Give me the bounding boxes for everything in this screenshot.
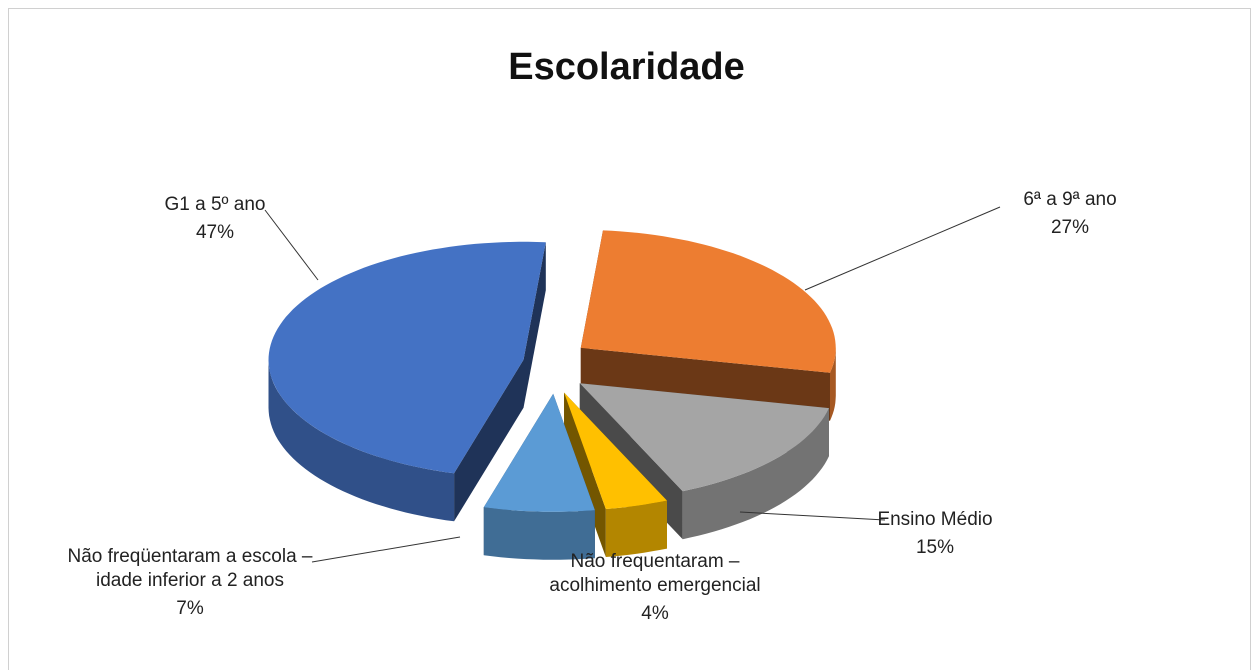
data-label-name: 6ª a 9ª ano bbox=[1023, 189, 1117, 210]
leader-line bbox=[804, 206, 1001, 291]
slice bbox=[483, 393, 595, 512]
data-label-value: 7% bbox=[176, 598, 204, 619]
data-label-value: 27% bbox=[1050, 217, 1090, 238]
leader-line bbox=[264, 209, 319, 281]
slice-wall bbox=[523, 242, 546, 408]
slice-side bbox=[605, 500, 667, 557]
slice bbox=[268, 241, 546, 522]
leader-line bbox=[311, 536, 461, 563]
slice bbox=[580, 230, 836, 373]
data-label-name: Não freqüentaram a escola – idade inferi… bbox=[67, 546, 313, 591]
chart-frame bbox=[8, 8, 1251, 670]
data-label-value: 47% bbox=[195, 222, 235, 243]
data-label-value: 4% bbox=[641, 603, 669, 624]
slice-side bbox=[268, 359, 455, 522]
slice-wall bbox=[454, 359, 524, 522]
slice bbox=[579, 383, 829, 492]
slice bbox=[483, 393, 595, 560]
slice bbox=[268, 241, 546, 474]
data-label-value: 15% bbox=[915, 537, 955, 558]
slice-side bbox=[830, 347, 836, 421]
data-label-name: Ensino Médio bbox=[877, 509, 993, 530]
data-label-name: G1 a 5º ano bbox=[164, 194, 266, 215]
slice bbox=[564, 392, 667, 557]
slice-wall bbox=[564, 392, 606, 557]
data-label-name: Não frequentaram – acolhimento emergenci… bbox=[549, 551, 761, 596]
slice-side bbox=[682, 408, 829, 540]
chart-title: Escolaridade bbox=[508, 46, 745, 88]
leader-line bbox=[739, 511, 886, 521]
slice bbox=[564, 392, 667, 509]
slice-side bbox=[483, 507, 595, 560]
